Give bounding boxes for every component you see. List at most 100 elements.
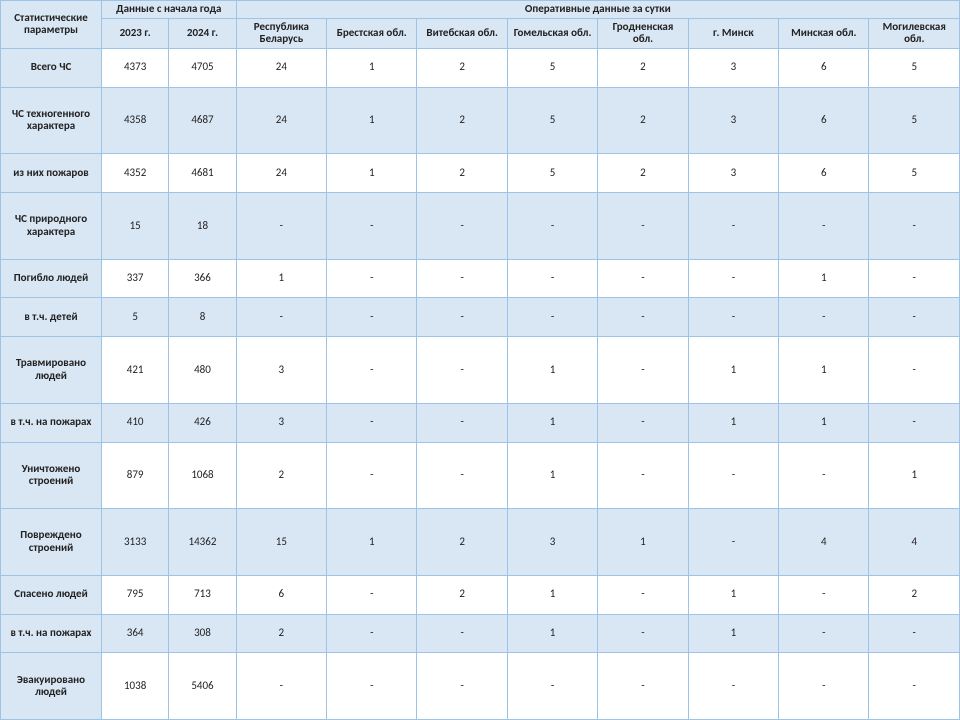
table-row: в т.ч. на пожарах4104263--1-11- [1, 403, 960, 442]
header-year-0: 2023 г. [101, 18, 168, 48]
header-region-7: Могилевская обл. [869, 18, 960, 48]
cell-region: 1 [327, 48, 417, 87]
cell-region: - [869, 259, 960, 298]
cell-region: - [417, 298, 507, 337]
cell-region: 2 [417, 154, 507, 193]
cell-region: - [779, 298, 869, 337]
cell-region: - [869, 653, 960, 720]
cell-region: - [417, 614, 507, 653]
cell-region: 1 [688, 403, 778, 442]
cell-region: 1 [507, 337, 597, 404]
cell-region: - [507, 653, 597, 720]
cell-year: 426 [169, 403, 236, 442]
cell-region: 1 [688, 614, 778, 653]
cell-year: 4687 [169, 87, 236, 154]
cell-region: 24 [236, 48, 326, 87]
cell-region: - [327, 193, 417, 260]
cell-region: - [869, 298, 960, 337]
cell-region: - [598, 259, 688, 298]
table-row: Погибло людей3373661-----1- [1, 259, 960, 298]
cell-region: - [779, 653, 869, 720]
cell-region: 6 [779, 48, 869, 87]
cell-region: - [236, 653, 326, 720]
header-year-1: 2024 г. [169, 18, 236, 48]
cell-region: 6 [779, 87, 869, 154]
table-body: Всего ЧС43734705241252365ЧС техногенного… [1, 48, 960, 719]
cell-region: 3 [688, 48, 778, 87]
cell-year: 4373 [101, 48, 168, 87]
cell-region: 3 [236, 403, 326, 442]
cell-region: 3 [507, 509, 597, 576]
header-param: Статистические параметры [1, 1, 102, 49]
cell-region: 3 [236, 337, 326, 404]
stats-table: Статистические параметры Данные с начала… [0, 0, 960, 720]
cell-year: 421 [101, 337, 168, 404]
cell-region: - [327, 259, 417, 298]
cell-region: 1 [688, 575, 778, 614]
table-row: ЧС техногенного характера435846872412523… [1, 87, 960, 154]
table-row: в т.ч. детей58-------- [1, 298, 960, 337]
cell-region: 5 [869, 154, 960, 193]
table-row: ЧС природного характера1518-------- [1, 193, 960, 260]
cell-region: - [598, 614, 688, 653]
table-head: Статистические параметры Данные с начала… [1, 1, 960, 49]
cell-region: - [598, 337, 688, 404]
cell-region: - [417, 259, 507, 298]
cell-region: - [327, 298, 417, 337]
cell-region: 2 [598, 48, 688, 87]
cell-year: 4352 [101, 154, 168, 193]
cell-region: - [327, 403, 417, 442]
cell-year: 480 [169, 337, 236, 404]
cell-region: 2 [598, 87, 688, 154]
cell-region: 2 [869, 575, 960, 614]
cell-region: - [417, 403, 507, 442]
cell-region: 6 [779, 154, 869, 193]
cell-region: - [598, 193, 688, 260]
header-region-6: Минская обл. [779, 18, 869, 48]
cell-year: 5 [101, 298, 168, 337]
cell-year: 4358 [101, 87, 168, 154]
row-label: Эвакуировано людей [1, 653, 102, 720]
cell-region: - [417, 653, 507, 720]
cell-year: 1068 [169, 442, 236, 509]
cell-region: 1 [779, 337, 869, 404]
cell-region: 5 [507, 48, 597, 87]
header-region-5: г. Минск [688, 18, 778, 48]
cell-region: 1 [236, 259, 326, 298]
table-row: из них пожаров43524681241252365 [1, 154, 960, 193]
cell-region: 5 [507, 154, 597, 193]
row-label: Спасено людей [1, 575, 102, 614]
cell-region: - [236, 298, 326, 337]
cell-region: - [327, 653, 417, 720]
row-label: Повреждено строений [1, 509, 102, 576]
cell-region: - [688, 193, 778, 260]
cell-region: - [869, 193, 960, 260]
cell-region: 1 [598, 509, 688, 576]
cell-region: - [869, 403, 960, 442]
cell-region: 2 [417, 48, 507, 87]
cell-region: - [598, 298, 688, 337]
cell-year: 410 [101, 403, 168, 442]
cell-region: - [598, 403, 688, 442]
cell-region: 24 [236, 154, 326, 193]
cell-region: - [327, 337, 417, 404]
cell-region: 15 [236, 509, 326, 576]
cell-region: 4 [779, 509, 869, 576]
cell-region: - [779, 442, 869, 509]
cell-year: 4705 [169, 48, 236, 87]
cell-region: 6 [236, 575, 326, 614]
table-row: Повреждено строений313314362151231-44 [1, 509, 960, 576]
cell-region: - [779, 614, 869, 653]
cell-region: 1 [327, 509, 417, 576]
cell-region: 1 [507, 442, 597, 509]
cell-region: 3 [688, 87, 778, 154]
header-year-group: Данные с начала года [101, 1, 236, 19]
cell-region: 1 [779, 403, 869, 442]
cell-region: 2 [417, 87, 507, 154]
cell-region: 24 [236, 87, 326, 154]
cell-region: - [417, 193, 507, 260]
cell-region: 1 [507, 403, 597, 442]
header-daily-group: Оперативные данные за сутки [236, 1, 959, 19]
cell-region: 3 [688, 154, 778, 193]
table-row: Травмировано людей4214803--1-11- [1, 337, 960, 404]
